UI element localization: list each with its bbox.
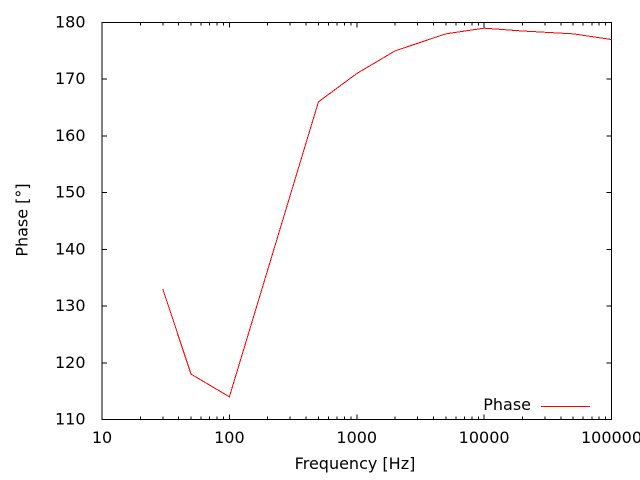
x-tick-label: 100000: [581, 428, 640, 447]
x-tick-label: 10000: [459, 428, 510, 447]
x-tick-label: 10: [92, 428, 112, 447]
y-tick-label: 160: [55, 126, 86, 145]
y-tick-label: 170: [55, 69, 86, 88]
y-tick-label: 150: [55, 183, 86, 202]
y-tick-label: 140: [55, 239, 86, 258]
x-tick-label: 1000: [336, 428, 377, 447]
plot-border: [101, 22, 612, 420]
y-tick-label: 180: [55, 13, 86, 32]
series-line-phase: [162, 27, 612, 398]
y-tick-label: 130: [55, 296, 86, 315]
x-axis-title: Frequency [Hz]: [295, 454, 416, 473]
legend-label: Phase: [483, 395, 531, 414]
y-axis-title: Phase [°]: [13, 183, 32, 256]
y-tick-label: 110: [55, 410, 86, 429]
y-tick-label: 120: [55, 353, 86, 372]
x-tick-label: 100: [214, 428, 245, 447]
